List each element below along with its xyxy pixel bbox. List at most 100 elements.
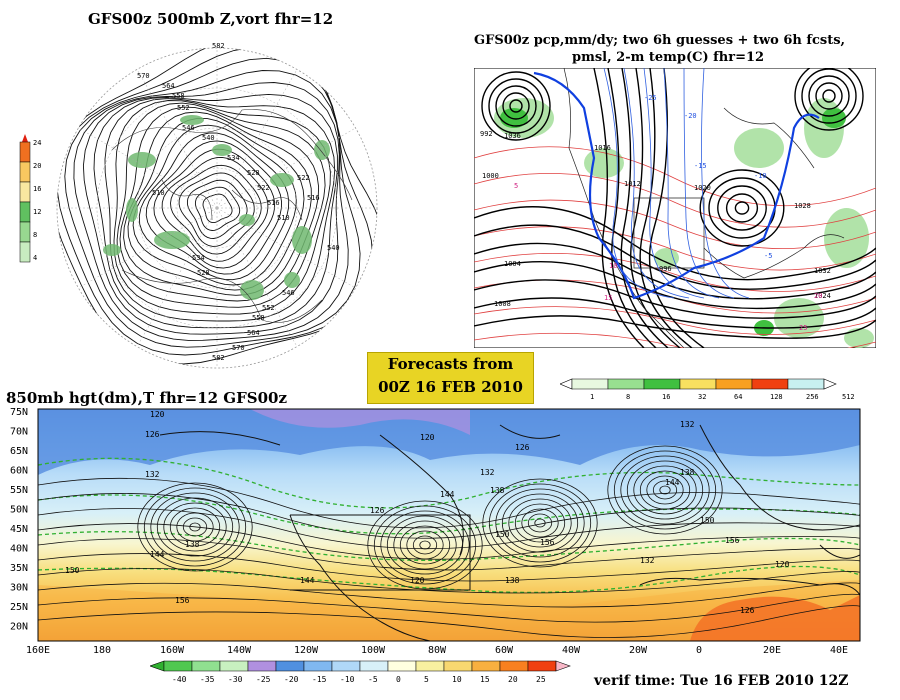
height-contour [156, 497, 234, 557]
height-contour [393, 520, 457, 570]
pressure-label: 1024 [814, 292, 831, 300]
precip-area [824, 208, 869, 268]
colorbar-swatch [499, 660, 529, 672]
isobar [725, 193, 759, 223]
height-label: 534 [227, 154, 240, 162]
coastline [290, 514, 471, 591]
colorbar-swatch [331, 660, 361, 672]
colorbar-swatch [527, 660, 557, 672]
panel-c-title: 850mb hgt(dm),T fhr=12 GFS00z [6, 389, 287, 407]
height-label: 126 [370, 506, 385, 515]
longitude-label: 40E [830, 645, 848, 656]
height-contour [38, 538, 860, 571]
precip-area [654, 248, 679, 268]
height-label: 546 [282, 289, 295, 297]
pressure-label: 1032 [814, 267, 831, 275]
isobar [474, 297, 876, 329]
coastline [379, 434, 464, 556]
height-contour [527, 513, 553, 533]
height-contour [169, 507, 221, 547]
height-label: 144 [665, 478, 680, 487]
colorbar-swatch [19, 181, 31, 203]
colorbar-arrow-left [560, 378, 573, 390]
isobar [502, 92, 530, 120]
precip-area [804, 98, 844, 158]
meridian [136, 69, 218, 209]
latitude-label: 35N [10, 563, 28, 574]
colorbar-swatch [443, 660, 473, 672]
height-label: 126 [145, 430, 160, 439]
meridian [78, 207, 218, 289]
isobar [717, 185, 767, 231]
panel-c-colorbar: -40 -35 -30 -25 -20 -15 -10 -5 0 5 10 15 20 25 [150, 660, 571, 684]
height-label: 138 [490, 486, 505, 495]
banner-line-1: Forecasts from [387, 355, 514, 373]
height-contour [501, 493, 579, 553]
height-label: 510 [152, 189, 165, 197]
meridian [216, 207, 356, 289]
colorbar-arrow-right [823, 378, 837, 390]
latitude-label: 20N [10, 622, 28, 633]
meridian [216, 69, 298, 209]
height-label: 132 [145, 470, 160, 479]
height-label: 564 [162, 82, 175, 90]
longitude-label: 20W [629, 645, 648, 656]
mild-air-region [38, 580, 860, 641]
height-label: 156 [175, 596, 190, 605]
isobar [734, 201, 750, 215]
coastline [633, 197, 705, 269]
temperature-contour [474, 173, 876, 228]
temperature-contour [38, 457, 860, 509]
isobar [808, 75, 850, 117]
isobar [481, 71, 551, 141]
latitude-label: 75N [10, 407, 28, 418]
temperature-contour [474, 146, 876, 207]
colorbar-arrow-right [555, 660, 571, 672]
height-label: 540 [202, 134, 215, 142]
pressure-label: 1028 [794, 202, 811, 210]
height-contour [38, 593, 860, 623]
very-cold-region [250, 409, 470, 435]
colorbar-tick: -10 [340, 675, 355, 684]
colorbar-swatch [19, 161, 31, 183]
colorbar-tick: 4 [33, 254, 37, 262]
vorticity-area [239, 214, 255, 226]
height-label: 132 [640, 556, 655, 565]
latitude-label: 30N [10, 583, 28, 594]
isobar [648, 68, 705, 348]
colorbar-tick: 0 [396, 675, 401, 684]
isobar [699, 169, 785, 247]
colorbar-tick: -35 [200, 675, 215, 684]
colorbar-tick: 64 [734, 393, 742, 401]
height-contour [38, 605, 860, 638]
colorbar-swatch [19, 221, 31, 243]
latitude-label: 50N [10, 505, 28, 516]
height-label: 132 [680, 420, 695, 429]
height-label: 522 [297, 174, 310, 182]
temperature-label: -15 [694, 162, 707, 170]
height-contour [137, 482, 253, 572]
height-label: 516 [267, 199, 280, 207]
height-contour [412, 535, 438, 555]
temperature-label: -5 [764, 252, 772, 260]
temperature-label: -25 [644, 94, 657, 102]
isobar [794, 68, 864, 131]
vorticity-area [240, 280, 264, 300]
longitude-label: 160W [160, 645, 185, 656]
colorbar-swatch [19, 241, 31, 263]
colorbar-swatch [751, 378, 789, 390]
coastline [231, 189, 303, 221]
panel-b-map: 1000100410081012101610201024102810321036… [474, 68, 876, 348]
colorbar-swatch [19, 141, 31, 163]
longitude-label: 0 [696, 645, 702, 656]
temperature-label: -20 [684, 112, 697, 120]
height-label: 570 [137, 72, 150, 80]
latitude-label: 25N [10, 602, 28, 613]
height-contour [613, 450, 717, 530]
longitude-label: 60W [495, 645, 514, 656]
longitude-label: 120W [294, 645, 319, 656]
height-label: 534 [192, 254, 205, 262]
temperature-label: 15 [604, 294, 612, 302]
height-label: 552 [177, 104, 190, 112]
height-label: 150 [700, 516, 715, 525]
